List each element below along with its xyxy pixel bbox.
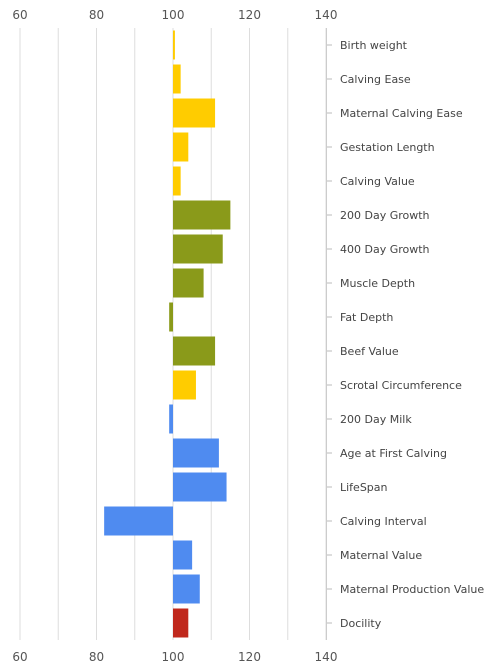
category-label: Fat Depth [340,311,393,324]
x-tick-label-bottom: 80 [89,650,104,664]
category-label: Maternal Value [340,549,422,562]
bar [173,438,219,468]
bar [173,336,216,366]
category-label: 400 Day Growth [340,243,430,256]
bar [173,30,175,60]
bars [104,30,231,638]
category-label: Calving Value [340,175,415,188]
x-axis-bottom: 60 80 100 120 140 [12,650,337,664]
bar [173,200,231,230]
category-label: Gestation Length [340,141,435,154]
x-tick-label-top: 60 [12,8,27,22]
bar [173,574,200,604]
x-tick-label-top: 80 [89,8,104,22]
category-label: Age at First Calving [340,447,447,460]
x-axis-top: 60 80 100 120 140 [12,8,337,22]
bar [173,64,181,94]
bar [173,166,181,196]
bar [173,608,189,638]
bar [173,234,223,264]
x-tick-label-top: 120 [238,8,261,22]
x-tick-label-top: 100 [162,8,185,22]
category-label: Beef Value [340,345,399,358]
bar [173,132,189,162]
category-label: Birth weight [340,39,408,52]
category-label: Muscle Depth [340,277,415,290]
x-tick-label-top: 140 [315,8,338,22]
x-tick-label-bottom: 140 [315,650,338,664]
bar [173,540,193,570]
category-label: Maternal Production Value [340,583,484,596]
category-label: Docility [340,617,382,630]
category-label: LifeSpan [340,481,388,494]
category-label: Calving Interval [340,515,427,528]
bar [173,98,216,128]
bar [173,268,204,298]
category-label: Maternal Calving Ease [340,107,463,120]
category-label: 200 Day Growth [340,209,430,222]
bar [173,370,196,400]
x-tick-label-bottom: 60 [12,650,27,664]
x-tick-label-bottom: 100 [162,650,185,664]
bar [169,404,173,434]
bar [173,472,227,502]
category-label: 200 Day Milk [340,413,412,426]
category-axis: Birth weight Calving Ease Maternal Calving… [326,28,484,640]
category-label: Scrotal Circumference [340,379,462,392]
x-tick-label-bottom: 120 [238,650,261,664]
category-label: Calving Ease [340,73,411,86]
bar [169,302,173,332]
bar [104,506,173,536]
